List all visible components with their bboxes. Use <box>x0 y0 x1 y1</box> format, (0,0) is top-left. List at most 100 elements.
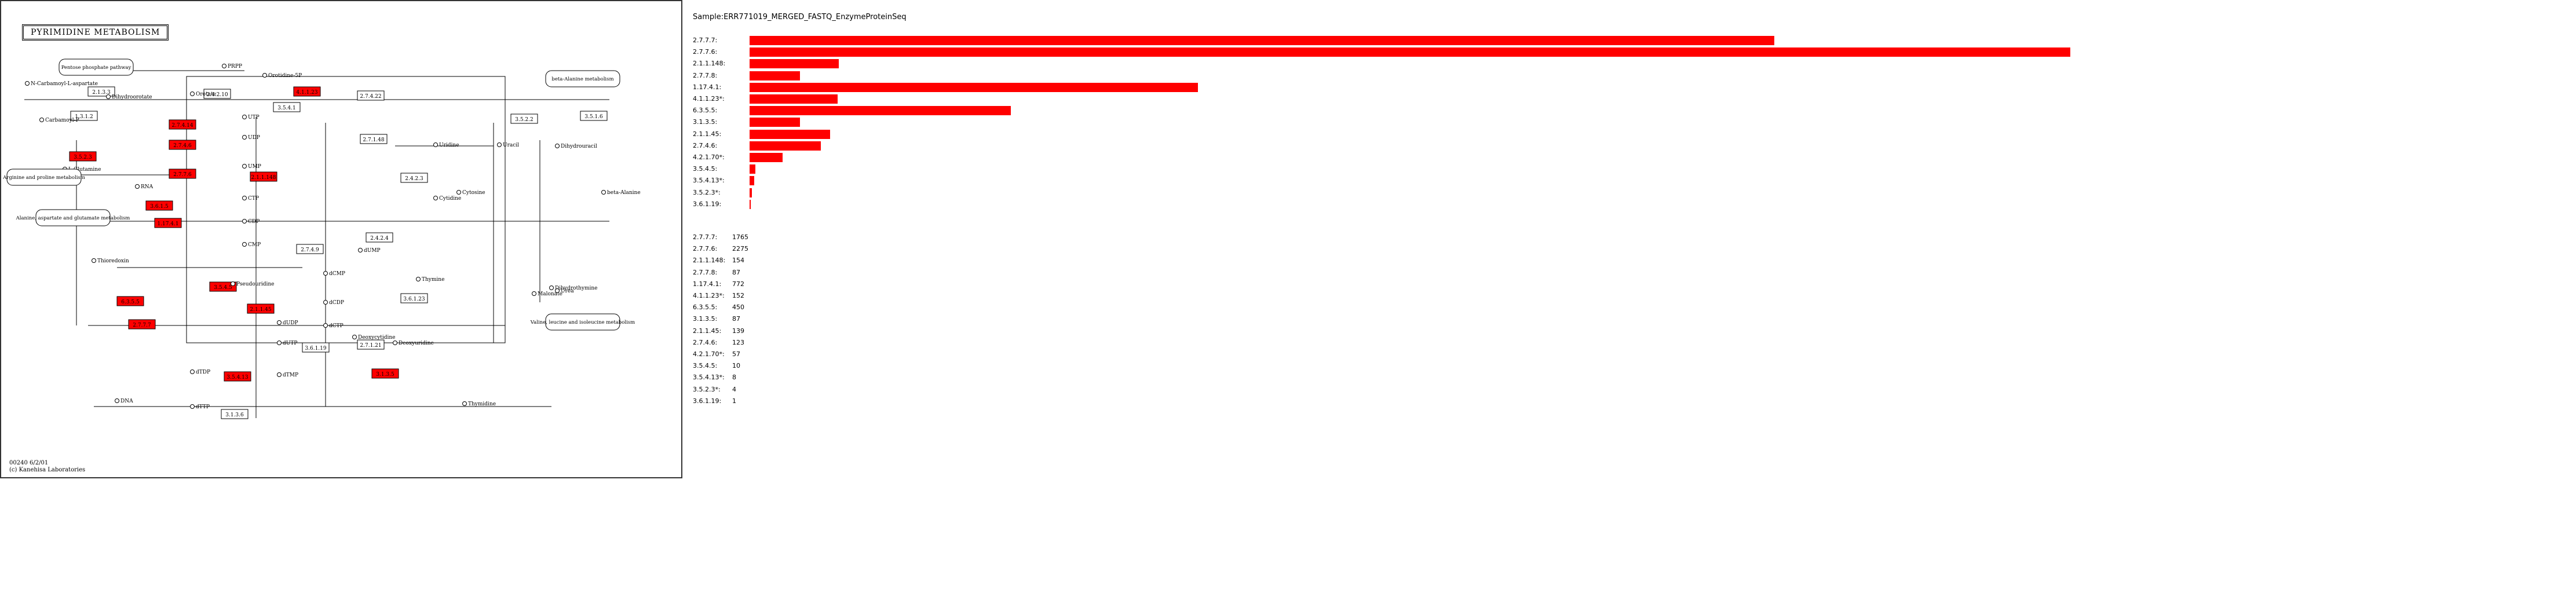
enzyme-node[interactable]: 2.7.1.21 <box>357 339 385 350</box>
linked-pathway[interactable]: Arginine and proline metabolism <box>2 169 85 186</box>
enzyme-node-label: 3.5.2.3 <box>74 155 92 160</box>
enzyme-node[interactable]: 6.3.5.5 <box>116 296 144 306</box>
linked-pathway[interactable]: beta-Alanine metabolism <box>545 70 620 87</box>
enzyme-node[interactable]: 4.1.1.23 <box>293 86 321 97</box>
enzyme-node[interactable]: 2.7.4.14 <box>169 119 196 130</box>
enzyme-node[interactable]: 3.6.1.23 <box>400 293 428 303</box>
enzyme-node[interactable]: 2.1.3.3 <box>87 86 115 97</box>
enzyme-node[interactable]: 2.7.4.22 <box>357 90 385 101</box>
enzyme-node[interactable]: 2.4.2.10 <box>203 89 231 99</box>
compound-node[interactable] <box>497 142 502 147</box>
enzyme-node[interactable]: 3.6.1.19 <box>302 342 330 353</box>
compound-node[interactable] <box>277 372 282 377</box>
compound-label: Deoxyuridine <box>399 341 434 346</box>
enzyme-node[interactable]: 3.5.4.5 <box>209 281 237 292</box>
compound-node[interactable] <box>242 164 247 169</box>
linked-pathway[interactable]: Alanine, aspartate and glutamate metabol… <box>16 209 130 226</box>
enzyme-node[interactable]: 2.7.4.6 <box>169 140 196 150</box>
enzyme-node[interactable]: 2.7.1.48 <box>360 134 388 144</box>
enzyme-node[interactable]: 3.5.2.2 <box>510 114 538 124</box>
compound-node[interactable] <box>242 219 247 224</box>
compound-node[interactable] <box>242 115 247 119</box>
compound-node[interactable] <box>549 285 554 290</box>
compound-label: Uridine <box>439 142 459 148</box>
compound-node[interactable] <box>416 277 421 281</box>
enzyme-node-label: 4.1.1.23 <box>296 90 317 96</box>
value-row-label: 4.2.1.70*: <box>693 350 725 358</box>
value-row-number: 87 <box>732 315 740 323</box>
enzyme-node[interactable]: 3.1.3.6 <box>221 409 249 419</box>
compound-node[interactable] <box>358 248 363 252</box>
compound-node[interactable] <box>323 323 328 328</box>
linked-pathway-label: beta-Alanine metabolism <box>551 76 613 82</box>
compound-node[interactable] <box>277 320 282 325</box>
enzyme-node[interactable]: 1.3.1.2 <box>70 111 98 121</box>
enzyme-node[interactable]: 2.4.2.4 <box>366 232 393 243</box>
compound-node[interactable] <box>190 404 195 409</box>
enzyme-node-label: 2.7.4.9 <box>301 247 319 253</box>
compound-node[interactable] <box>601 190 606 195</box>
compound-node[interactable] <box>92 258 96 263</box>
enzyme-node[interactable]: 2.1.1.148 <box>250 171 277 182</box>
enzyme-node[interactable]: 2.7.7.6 <box>169 169 196 179</box>
compound-node[interactable] <box>462 401 467 406</box>
enzyme-node[interactable]: 2.7.7.7 <box>128 319 156 330</box>
compound-node[interactable] <box>135 184 140 189</box>
enzyme-node[interactable]: 3.5.4.13 <box>224 371 251 382</box>
compound-node[interactable] <box>277 341 282 345</box>
enzyme-node[interactable]: 2.7.4.9 <box>296 244 324 254</box>
compound-node[interactable] <box>190 91 195 96</box>
linked-pathway[interactable]: Valine, leucine and isoleucine metabolis… <box>530 313 635 331</box>
compound-label: CMP <box>248 242 261 248</box>
enzyme-node[interactable]: 3.5.2.3 <box>69 151 97 162</box>
value-row-label: 3.1.3.5: <box>693 315 718 323</box>
value-row-number: 2275 <box>732 245 748 253</box>
compound-node[interactable] <box>532 291 536 296</box>
compound-label: Thymidine <box>468 401 496 407</box>
enzyme-node[interactable]: 3.5.4.1 <box>273 102 301 112</box>
compound-node[interactable] <box>242 196 247 200</box>
enzyme-node[interactable]: 3.6.1.5 <box>145 200 173 211</box>
value-row-label: 3.5.2.3*: <box>693 385 721 393</box>
value-row-number: 8 <box>732 374 736 382</box>
compound-node[interactable] <box>323 300 328 305</box>
bar-label: 4.1.1.23*: <box>693 95 725 103</box>
value-row-number: 4 <box>732 385 736 393</box>
enzyme-node-label: 2.7.7.7 <box>133 323 151 328</box>
compound-label: dCMP <box>329 271 345 277</box>
value-row-label: 2.7.4.6: <box>693 338 718 346</box>
compound-node[interactable] <box>115 398 119 403</box>
compound-node[interactable] <box>352 335 357 339</box>
compound-node[interactable] <box>555 144 560 148</box>
enzyme-node[interactable]: 3.5.1.6 <box>580 111 608 121</box>
bar-label: 3.6.1.19: <box>693 200 722 208</box>
compound-node[interactable] <box>262 73 267 78</box>
linked-pathway[interactable]: Pentose phosphate pathway <box>59 58 134 76</box>
enzyme-node[interactable]: 2.1.1.45 <box>247 303 275 314</box>
enzyme-node[interactable]: 1.17.4.1 <box>154 218 182 228</box>
linked-pathway-label: Pentose phosphate pathway <box>61 65 131 71</box>
compound-node[interactable] <box>231 281 235 286</box>
enzyme-node[interactable]: 3.1.3.5 <box>371 368 399 379</box>
compound-node[interactable] <box>222 64 226 68</box>
compound-node[interactable] <box>323 271 328 276</box>
compound-node[interactable] <box>433 142 438 147</box>
enzyme-bar <box>750 153 783 162</box>
compound-node[interactable] <box>242 135 247 140</box>
compound-node[interactable] <box>393 341 397 345</box>
compound-node[interactable] <box>555 288 560 293</box>
enzyme-bar <box>750 71 801 80</box>
value-row-number: 123 <box>732 338 744 346</box>
compound-node[interactable] <box>25 81 30 86</box>
compound-node[interactable] <box>39 118 44 122</box>
enzyme-node-label: 2.7.1.48 <box>363 137 384 143</box>
enzyme-node[interactable]: 2.4.2.3 <box>400 173 428 183</box>
compound-node[interactable] <box>456 190 461 195</box>
enzyme-node-label: 3.6.1.19 <box>305 346 326 352</box>
compound-node[interactable] <box>242 242 247 247</box>
compound-node[interactable] <box>190 369 195 374</box>
enzyme-bar <box>750 106 1011 116</box>
compound-node[interactable] <box>106 94 111 99</box>
compound-node[interactable] <box>433 196 438 200</box>
compound-label: CDP <box>248 219 260 225</box>
